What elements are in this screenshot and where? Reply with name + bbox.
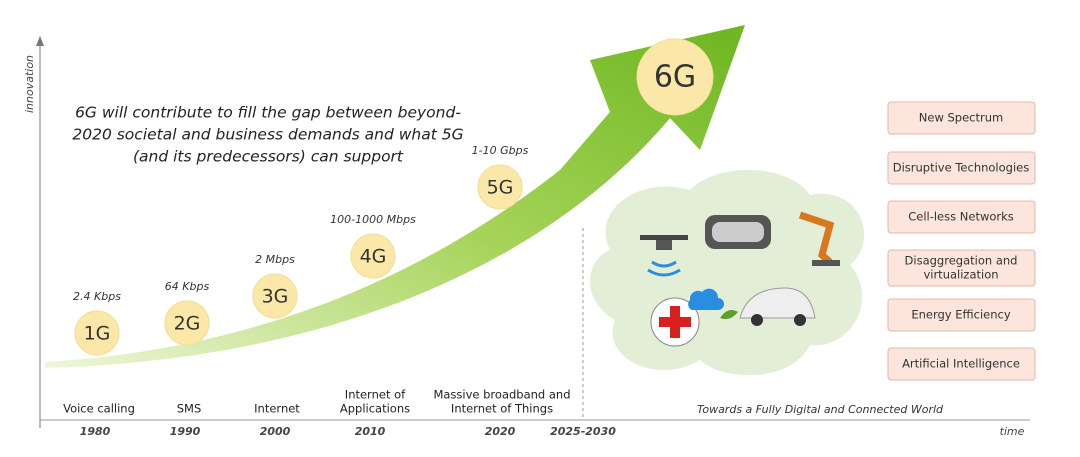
gen-application: Massive broadband and (433, 388, 570, 402)
feature-label: Cell-less Networks (908, 210, 1014, 224)
gen-application: SMS (177, 402, 202, 416)
gen-label: 3G (262, 286, 289, 308)
feature-label: Disaggregation and (905, 254, 1018, 268)
feature-label: Energy Efficiency (911, 308, 1011, 322)
gen-application: Internet (254, 402, 300, 416)
headline: 2020 societal and business demands and w… (72, 126, 463, 144)
feature-label: New Spectrum (919, 111, 1003, 125)
headline: (and its predecessors) can support (133, 148, 404, 166)
gen-label: 6G (654, 60, 696, 95)
feature-label: Artificial Intelligence (902, 357, 1020, 371)
gen-speed: 2.4 Kbps (73, 290, 121, 303)
gen-application: Internet of (345, 388, 406, 402)
gen-label: 2G (174, 313, 201, 335)
feature-label: virtualization (923, 268, 998, 282)
gen-label: 4G (360, 246, 387, 268)
future-cloud (590, 169, 865, 376)
features: New Spectrum Disruptive Technologies Cell-… (887, 101, 1036, 381)
gen-speed: 2 Mbps (255, 253, 295, 266)
gen-speed: 100-1000 Mbps (330, 213, 416, 226)
gen-application: Applications (340, 402, 410, 416)
headline: 6G will contribute to fill the gap betwe… (75, 104, 461, 122)
gen-year: 2010 (355, 425, 386, 438)
gen-year: 2025-2030 (550, 425, 616, 438)
gen-application: Voice calling (63, 402, 135, 416)
gen-circle (252, 273, 298, 319)
y-label: innovation (23, 55, 36, 113)
feature-label: Disruptive Technologies (893, 161, 1029, 175)
gen-application: Internet of Things (451, 402, 553, 416)
gen-label: 5G (487, 177, 514, 199)
gen-circle (164, 300, 210, 346)
feature-box (887, 200, 1036, 234)
gen-circle (477, 164, 523, 210)
future-caption: Towards a Fully Digital and Connected Wo… (697, 403, 944, 416)
drone-icon (640, 235, 688, 277)
gen-label: 1G (84, 323, 111, 345)
generations: 1G 2.4 Kbps Voice calling 1980 2G 64 Kbps SMS 1… (63, 38, 714, 438)
gen-year: 1990 (170, 425, 201, 438)
vr-icon (705, 215, 771, 249)
health-icon (650, 288, 724, 347)
car-icon (720, 287, 816, 326)
feature-box (887, 249, 1036, 287)
gen-year: 1980 (80, 425, 111, 438)
gen-year: 2020 (485, 425, 516, 438)
gen-circle (350, 233, 396, 279)
gen-speed: 1-10 Gbps (472, 144, 529, 157)
robot-icon (798, 211, 840, 266)
gen-circle (74, 310, 120, 356)
gen-year: 2000 (260, 425, 291, 438)
x-label: time (1000, 425, 1025, 438)
feature-box (887, 298, 1036, 332)
gen-speed: 64 Kbps (165, 280, 210, 293)
gen-circle (636, 38, 714, 116)
feature-box (887, 101, 1036, 135)
y-arrow (36, 36, 44, 46)
feature-box (887, 151, 1036, 185)
feature-box (887, 347, 1036, 381)
